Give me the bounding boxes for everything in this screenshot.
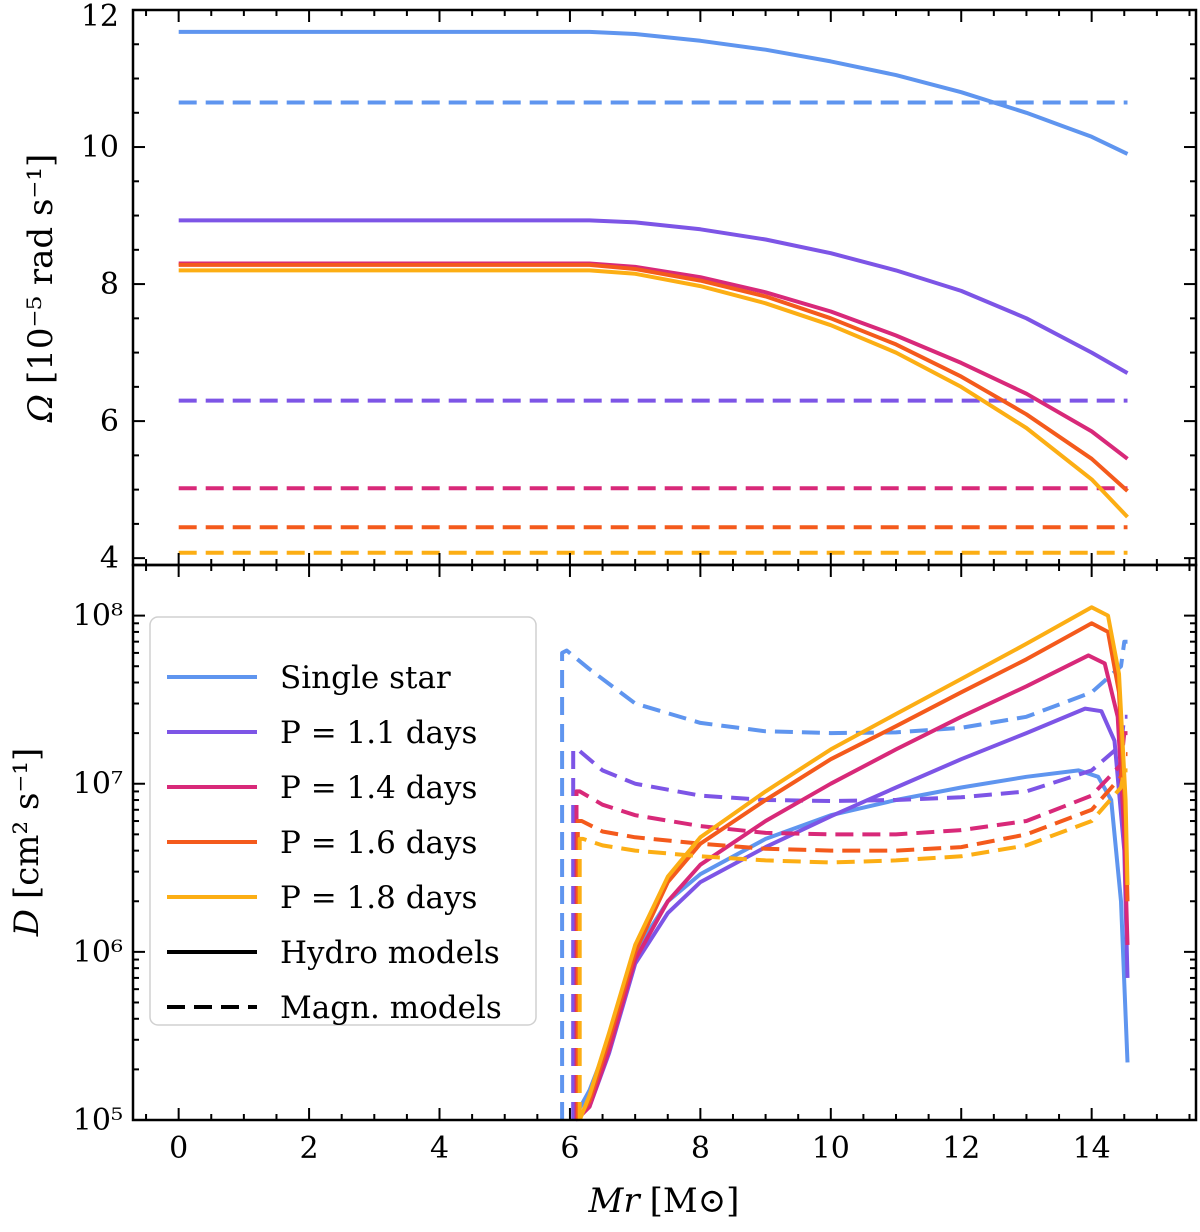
x-axis-label: Mr [M⊙]: [588, 1181, 740, 1221]
legend-label-p-1-6-days: P = 1.6 days: [280, 825, 477, 861]
bottom-p14-magnetic-line: [574, 731, 1128, 1120]
x-tick-label-8: 8: [691, 1131, 710, 1166]
omega-y-axis-label: Ω[10⁻⁵ rad s⁻¹]: [21, 154, 61, 424]
legend-label-p-1-1-days: P = 1.1 days: [280, 715, 477, 751]
top-p14-hydro-line: [178, 261, 1129, 461]
omega-y-tick-label-12: 12: [81, 0, 119, 34]
omega-y-tick-label-6: 6: [100, 404, 119, 439]
bottom-p16-hydro-line: [576, 621, 1130, 1122]
diffusion-ticks: 0 2 4 6 8 10 12 14 10⁵ 10⁶ 10⁷ 10⁸: [73, 564, 1196, 1166]
top-p18-hydro-line: [178, 268, 1129, 519]
bottom-single-magnetic-line: [560, 639, 1128, 1120]
legend-label-magn-models: Magn. models: [280, 990, 502, 1026]
top-single-hydro-line: [178, 29, 1129, 156]
x-tick-label-4: 4: [430, 1131, 449, 1166]
x-tick-label-10: 10: [812, 1131, 850, 1166]
top-p11-hydro-line: [178, 218, 1129, 375]
omega-y-tick-label-4: 4: [100, 541, 119, 576]
legend-label-p-1-8-days: P = 1.8 days: [280, 880, 477, 916]
omega-y-tick-label-10: 10: [81, 130, 119, 165]
y-tick-label-10: 10⁵: [73, 1103, 123, 1138]
diffusion-series-group: [560, 605, 1130, 1122]
diffusion-axes-frame: [131, 563, 1198, 1122]
y-tick-label-10: 10⁷: [73, 767, 123, 802]
x-tick-label-14: 14: [1073, 1131, 1111, 1166]
bottom-p14-hydro-line: [575, 653, 1130, 1122]
legend-box: [149, 616, 537, 1026]
x-tick-label-2: 2: [300, 1131, 319, 1166]
legend-label-single-star: Single star: [280, 660, 451, 696]
diffusion-panel: 0 2 4 6 8 10 12 14 10⁵ 10⁶ 10⁷ 10⁸ D[cm² s⁻¹] Mr [M⊙…: [7, 563, 1198, 1221]
bottom-p18-magnetic-line: [577, 768, 1128, 1120]
x-tick-label-12: 12: [942, 1131, 980, 1166]
y-tick-label-10: 10⁶: [73, 935, 123, 970]
y-tick-label-10: 10⁸: [73, 599, 123, 634]
legend: Single star P = 1.1 days P = 1.4 days P = 1…: [149, 616, 537, 1026]
legend-label-hydro-models: Hydro models: [280, 935, 500, 971]
x-tick-label-6: 6: [560, 1131, 579, 1166]
omega-y-tick-label-8: 8: [100, 267, 119, 302]
diffusion-y-axis-label: D[cm² s⁻¹]: [7, 748, 47, 938]
omega-series-group: [178, 29, 1129, 555]
top-p16-hydro-line: [178, 262, 1129, 493]
bottom-p18-hydro-line: [577, 605, 1130, 1121]
omega-panel: 4 6 8 10 12 Ω[10⁻⁵ rad s⁻¹]: [21, 0, 1198, 576]
legend-entries: Single star P = 1.1 days P = 1.4 days P = 1…: [167, 660, 502, 1026]
omega-axes-frame: [131, 8, 1198, 567]
x-tick-label-0: 0: [169, 1131, 188, 1166]
bottom-p11-magnetic-line: [571, 714, 1128, 1120]
bottom-single-hydro-line: [571, 768, 1130, 1121]
legend-label-p-1-4-days: P = 1.4 days: [280, 770, 477, 806]
bottom-p16-magnetic-line: [575, 752, 1128, 1120]
